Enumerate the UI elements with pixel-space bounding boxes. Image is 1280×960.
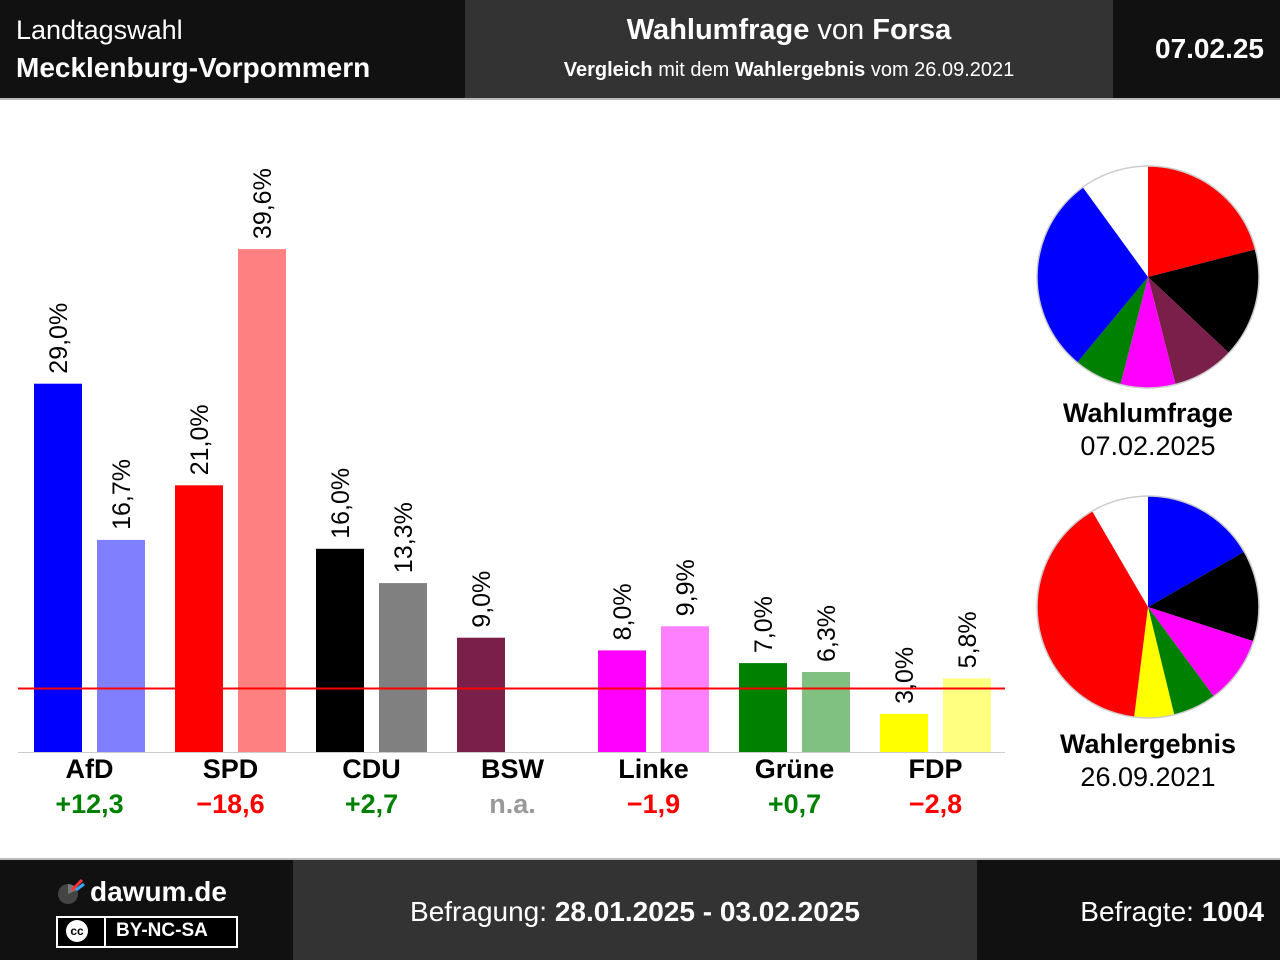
- poll-title-word: Wahlumfrage: [626, 14, 810, 46]
- pie-outline: [1036, 165, 1260, 389]
- difference-label-cdu: +2,7: [344, 789, 399, 819]
- election-type: Landtagswahl: [16, 15, 183, 45]
- comparison-subtitle: Vergleich mit dem Wahlergebnis vom 26.09…: [465, 59, 1113, 82]
- pie-result-date: 26.09.2021: [1080, 762, 1216, 792]
- bar-chart: 29,0% 16,7% 21,0% 39,6% 16,0% 13,3% 9,0% 8,0% 9,…: [18, 168, 1005, 753]
- bar-result-spd: [238, 249, 286, 752]
- difference-label-spd: −18,6: [196, 789, 265, 819]
- license-badge[interactable]: cc BY-NC-SA: [56, 916, 238, 948]
- header-title-block: Landtagswahl Mecklenburg-Vorpommern: [0, 0, 465, 98]
- dawum-logo-icon: [58, 878, 85, 904]
- bar-poll-linke: [598, 650, 646, 752]
- pie-slice-cdu: [1148, 551, 1259, 642]
- pie-poll-date: 07.02.2025: [1080, 431, 1216, 461]
- pie-slice-fdp: [1134, 607, 1175, 718]
- party-label-fdp: FDP: [908, 754, 963, 784]
- license-divider: [104, 918, 106, 946]
- difference-label-grüne: +0,7: [767, 789, 822, 819]
- poll-period-label: Befragung:: [410, 896, 555, 927]
- pie-slice-grüne: [1077, 277, 1148, 385]
- value-label-poll-fdp: 3,0%: [891, 647, 919, 704]
- header-date-block: 07.02.25: [1113, 0, 1280, 98]
- header: Landtagswahl Mecklenburg-Vorpommern Wahl…: [0, 0, 1280, 100]
- party-label-afd: AfD: [65, 754, 114, 784]
- respondents-label: Befragte:: [1080, 896, 1202, 927]
- bar-result-afd: [97, 539, 145, 752]
- party-label-bsw: BSW: [481, 754, 544, 784]
- pie-poll-title: Wahlumfrage: [1062, 398, 1233, 428]
- bar-poll-fdp: [880, 713, 928, 752]
- poll-period-line: Befragung: 28.01.2025 - 03.02.2025: [293, 896, 977, 928]
- footer-divider: [0, 858, 1280, 860]
- footer: dawum.de cc BY-NC-SA Befragung: 28.01.20…: [0, 858, 1280, 960]
- poll-period-value: 28.01.2025 - 03.02.2025: [554, 896, 860, 927]
- pie-slice-spd: [1148, 166, 1256, 277]
- pie-slice-spd: [1037, 511, 1148, 718]
- pie-slice-linke: [1120, 277, 1176, 388]
- value-label-poll-cdu: 16,0%: [327, 468, 355, 539]
- state-name: Mecklenburg-Vorpommern: [16, 52, 371, 83]
- respondents-value: 1004: [1201, 896, 1264, 927]
- value-label-poll-linke: 8,0%: [609, 583, 637, 640]
- pie-outline: [1036, 495, 1260, 719]
- footer-branding[interactable]: dawum.de cc BY-NC-SA: [0, 860, 293, 960]
- footer-poll-period: Befragung: 28.01.2025 - 03.02.2025: [293, 860, 977, 960]
- pie-slice-cdu: [1148, 249, 1259, 353]
- bar-poll-bsw: [457, 637, 505, 752]
- value-label-result-spd: 39,6%: [249, 168, 277, 239]
- bar-result-grüne: [802, 671, 850, 752]
- bar-poll-afd: [34, 383, 82, 752]
- difference-label-afd: +12,3: [55, 789, 124, 819]
- bar-result-fdp: [943, 678, 991, 752]
- bar-poll-grüne: [739, 663, 787, 752]
- party-label-linke: Linke: [618, 754, 689, 784]
- cc-icon: cc: [66, 920, 88, 942]
- difference-label-linke: −1,9: [626, 789, 681, 819]
- difference-label-fdp: −2,8: [908, 789, 963, 819]
- comparison-word: Vergleich: [563, 59, 653, 81]
- result-word: Wahlergebnis: [734, 59, 866, 81]
- comparison-connector: mit dem: [652, 59, 735, 81]
- difference-label-bsw: n.a.: [489, 789, 536, 819]
- bar-poll-cdu: [316, 548, 364, 752]
- bar-result-cdu: [379, 583, 427, 752]
- bar-poll-spd: [175, 485, 223, 752]
- pie-slice-afd: [1037, 187, 1148, 363]
- poll-title-von: von: [809, 14, 873, 46]
- footer-respondents: Befragte: 1004: [977, 860, 1280, 960]
- party-label-spd: SPD: [202, 754, 259, 784]
- pie-chart-poll: [1036, 165, 1260, 389]
- pie-slice-grüne: [1148, 607, 1214, 715]
- value-label-result-cdu: 13,3%: [390, 502, 418, 573]
- value-label-poll-bsw: 9,0%: [468, 571, 496, 628]
- pie-slice-bsw: [1148, 277, 1229, 385]
- value-label-poll-spd: 21,0%: [186, 404, 214, 475]
- result-date: vom 26.09.2021: [865, 59, 1015, 81]
- party-label-grüne: Grüne: [754, 754, 835, 784]
- pie-slice-linke: [1148, 607, 1254, 697]
- pollster-name: Forsa: [872, 14, 952, 46]
- pie-slice-afd: [1148, 496, 1245, 607]
- header-date: 07.02.25: [1155, 33, 1264, 64]
- header-divider: [0, 98, 1280, 100]
- header-subtitle-block: Wahlumfrage von Forsa Vergleich mit dem …: [465, 0, 1113, 98]
- value-label-poll-afd: 29,0%: [45, 303, 73, 374]
- value-label-result-linke: 9,9%: [672, 559, 700, 616]
- pie-chart-result: [1036, 495, 1260, 719]
- respondents-line: Befragte: 1004: [1080, 896, 1264, 928]
- value-label-result-afd: 16,7%: [108, 459, 136, 530]
- poll-title: Wahlumfrage von Forsa: [465, 14, 1113, 47]
- pie-result-title: Wahlergebnis: [1059, 729, 1237, 759]
- site-name[interactable]: dawum.de: [90, 876, 227, 907]
- value-label-poll-grüne: 7,0%: [750, 596, 778, 653]
- value-label-result-fdp: 5,8%: [954, 611, 982, 668]
- license-text: BY-NC-SA: [116, 920, 208, 941]
- value-label-result-grüne: 6,3%: [813, 605, 841, 662]
- party-label-cdu: CDU: [342, 754, 401, 784]
